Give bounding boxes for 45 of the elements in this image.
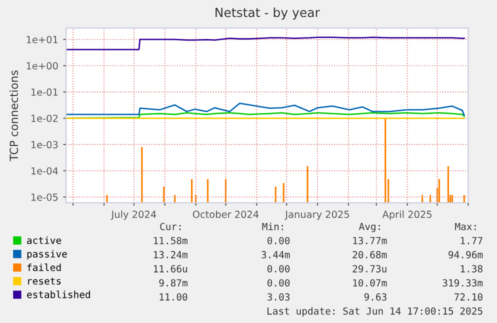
text: Max: [455,222,476,230]
y-axis-title: TCP connections [9,70,18,162]
x-tick-label: January 2025 [284,210,350,220]
text: 1.77 [460,237,482,244]
text: Avg: [358,222,380,232]
text: 9.87m [159,279,188,287]
x-tick-label: October 2024 [192,210,259,218]
text: 13.77m [353,236,387,244]
legend-label: active [27,236,62,244]
text: 1.38 [460,265,482,272]
legend-label: passive [27,250,67,260]
text: 10.07m [353,279,387,287]
y-tick-label: 1e-01 [31,88,58,96]
text: 9.63 [364,293,386,301]
text: 3.03 [267,293,290,301]
legend-label: resets [28,278,61,285]
y-tick-label: 1e-02 [31,114,58,122]
text: 0.00 [267,265,290,272]
text: 29.73u [352,265,386,272]
text: 13.24m [154,251,188,258]
chart-title: Netstat - by year [216,7,320,20]
text: 3.44m [262,251,290,258]
text: Min: [262,222,283,230]
y-tick-label: 1e+01 [26,36,58,44]
text: Last update: Sat Jun 14 17:00:15 2025 [268,307,482,317]
text: 94.96m [448,251,483,258]
y-tick-label: 1e-04 [31,167,58,175]
text: 319.33m [442,279,483,287]
text: 72.10 [454,293,482,301]
y-tick-label: 1e-05 [31,193,58,201]
legend-label: failed [27,264,61,272]
x-tick-label: July 2024 [110,210,156,220]
line-series [66,36,465,50]
text: 11.66u [154,265,188,272]
text: 20.68m [352,251,387,258]
text: 11.00 [160,293,188,301]
text: 11.58m [154,236,188,244]
line-series [66,102,465,116]
legend-label: established [27,290,90,298]
text: Cur: [160,222,181,230]
y-tick-label: 1e+00 [26,62,58,70]
text: 0.00 [267,279,290,287]
x-tick-label: April 2025 [382,210,432,220]
text: 0.00 [267,236,290,244]
y-tick-label: 1e-03 [31,140,58,148]
